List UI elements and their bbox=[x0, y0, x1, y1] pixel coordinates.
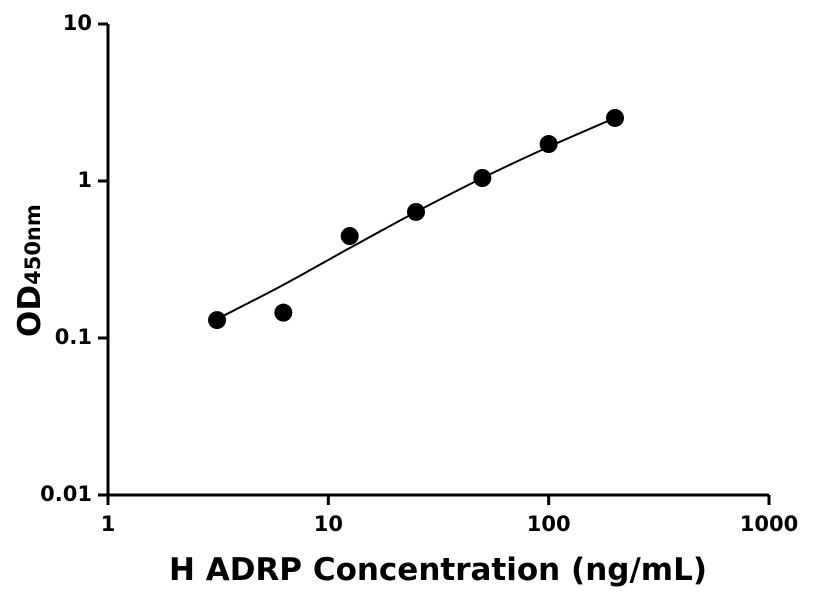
x-tick-label: 1000 bbox=[740, 512, 798, 536]
data-point bbox=[473, 168, 492, 187]
y-tick-label: 10 bbox=[63, 11, 92, 35]
data-point bbox=[274, 303, 293, 322]
data-point bbox=[407, 202, 426, 221]
data-point bbox=[605, 108, 624, 127]
y-axis-label-main: OD bbox=[12, 285, 48, 337]
data-point bbox=[340, 227, 359, 246]
data-point bbox=[539, 135, 558, 154]
y-tick-label: 1 bbox=[77, 168, 92, 192]
data-point bbox=[208, 311, 227, 330]
x-tick-label: 100 bbox=[527, 512, 571, 536]
y-axis-label: OD450nm bbox=[12, 204, 48, 337]
y-axis-label-subscript: 450nm bbox=[21, 204, 45, 285]
x-tick-label: 1 bbox=[101, 512, 116, 536]
y-tick-label: 0.1 bbox=[55, 325, 92, 349]
y-tick-label: 0.01 bbox=[40, 482, 92, 506]
x-axis-label: H ADRP Concentration (ng/mL) bbox=[169, 552, 707, 588]
x-tick-label: 10 bbox=[314, 512, 343, 536]
